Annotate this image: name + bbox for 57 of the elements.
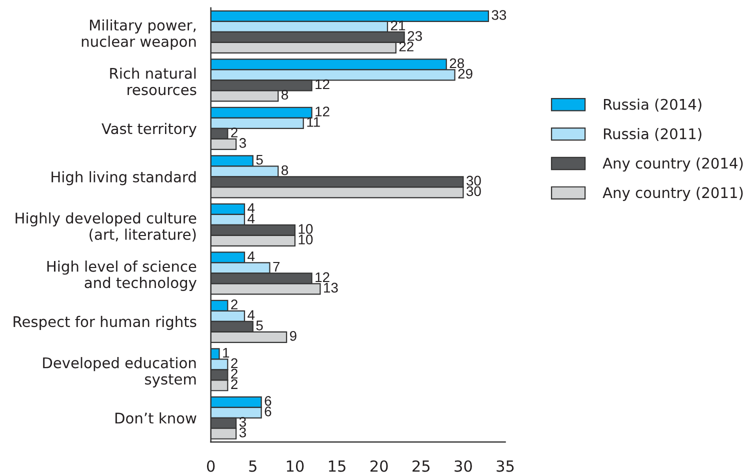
data-label: 2	[231, 368, 238, 378]
data-label: 4	[248, 203, 255, 213]
data-label: 8	[282, 165, 288, 176]
x-tick-label: 25	[412, 460, 430, 472]
y-tick-label: Highly developed culture (art, literature)	[16, 212, 196, 242]
data-label: 3	[239, 138, 246, 148]
y-tick-label: Military power, nuclear weapon	[82, 19, 196, 50]
data-label: 3	[239, 428, 246, 438]
y-tick-label: Developed education system	[43, 357, 196, 388]
data-label: 30	[466, 186, 481, 196]
y-tick-label: Respect for human rights	[14, 316, 196, 330]
data-label: 9	[290, 331, 296, 341]
x-tick-label: 30	[454, 460, 472, 472]
legend-label: Russia (2014)	[604, 98, 702, 112]
data-label: 2	[231, 358, 238, 368]
data-label: 13	[324, 282, 338, 293]
data-label: 12	[316, 272, 330, 282]
data-label: 5	[256, 320, 263, 330]
data-label: 23	[408, 31, 422, 41]
x-tick-label: 0	[206, 460, 215, 472]
y-tick-label: High level of science and technology	[47, 260, 197, 291]
data-label: 10	[298, 224, 313, 234]
data-label: 12	[316, 79, 330, 90]
data-label: 1	[223, 348, 230, 358]
data-label: 10	[298, 234, 313, 244]
y-tick-label: Don’t know	[115, 412, 196, 424]
data-label: 33	[492, 10, 506, 20]
y-tick-label: Rich natural resources	[110, 68, 196, 96]
data-label: 6	[264, 396, 272, 406]
data-label: 5	[256, 154, 263, 165]
data-label: 8	[282, 90, 288, 100]
data-label: 4	[248, 310, 255, 320]
data-label: 2	[231, 379, 238, 389]
data-label: 6	[264, 406, 272, 416]
data-label: 7	[273, 262, 280, 272]
legend-label: Any country (2011)	[602, 186, 743, 201]
x-tick-label: 15	[328, 460, 346, 472]
data-label: 4	[248, 214, 255, 224]
x-tick-label: 10	[286, 460, 304, 472]
x-tick-label: 20	[370, 460, 388, 472]
data-label: 2	[231, 300, 238, 310]
y-tick-label: Vast territory	[102, 122, 197, 137]
y-tick-label: High living standard	[52, 171, 196, 186]
data-label: 11	[307, 117, 320, 127]
data-label: 22	[399, 42, 414, 52]
data-label: 29	[458, 68, 472, 79]
data-label: 2	[231, 128, 238, 138]
data-label: 3	[239, 417, 246, 427]
data-label: 28	[450, 58, 464, 68]
legend-label: Russia (2011)	[604, 128, 702, 142]
data-label: 30	[466, 176, 481, 186]
x-tick-label: 5	[249, 460, 256, 472]
legend-label: Any country (2014)	[602, 157, 743, 172]
data-label: 21	[390, 20, 406, 30]
x-tick-label: 35	[496, 460, 514, 472]
data-label: 12	[316, 106, 330, 116]
data-label: 4	[248, 251, 255, 262]
